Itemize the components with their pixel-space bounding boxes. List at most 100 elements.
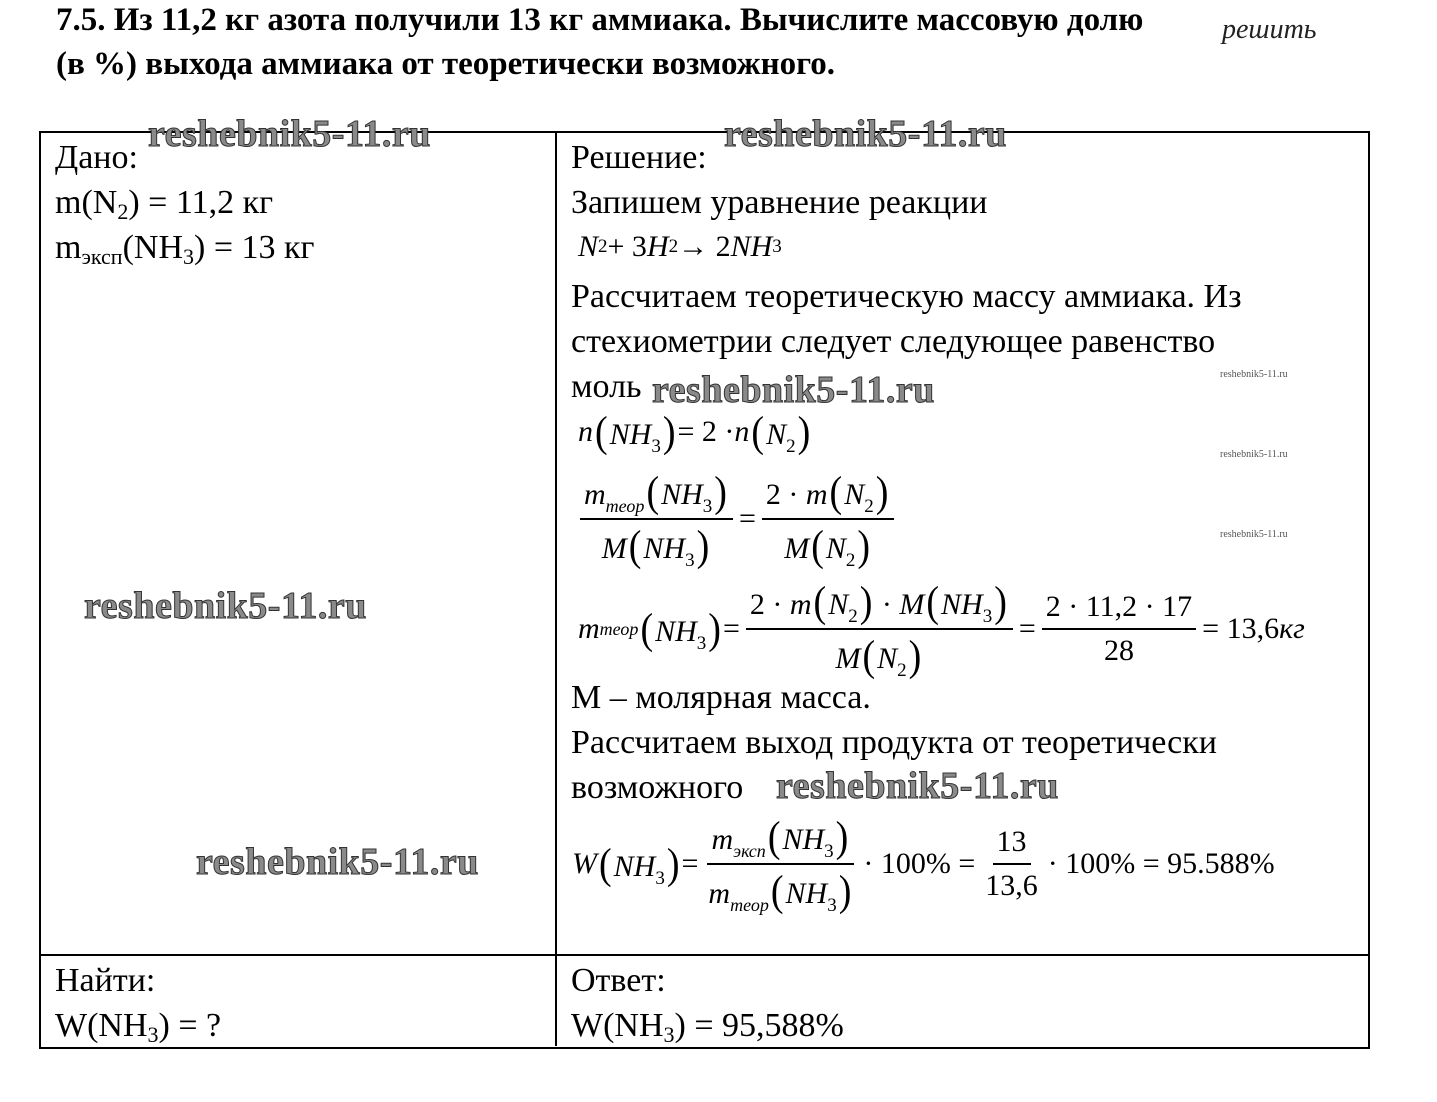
formula-operator: 13 — [996, 825, 1027, 858]
formula-symbol: H — [646, 230, 669, 263]
column-divider — [555, 132, 557, 1046]
solution-text: Запишем уравнение реакции — [571, 184, 988, 221]
formula-symbol: NH — [661, 478, 703, 511]
formula-parenthesized: (NH3) — [593, 408, 678, 456]
open-paren-symbol: ( — [770, 866, 784, 916]
text: ) = 95,588% — [674, 1007, 844, 1044]
close-paren-symbol: ) — [708, 604, 721, 654]
solution-text: моль — [571, 368, 642, 405]
open-paren-symbol: ( — [813, 577, 827, 627]
formula-operator: = 2 · — [677, 415, 735, 448]
formula-fraction: 2 · m(N2) · M(NH3) M(N2) — [745, 577, 1013, 680]
formula-symbol: NH — [785, 877, 828, 910]
watermark: reshebnik5-11.ru — [196, 841, 479, 884]
fraction-denominator: M(N2) — [780, 520, 876, 570]
formula-subscript: 3 — [982, 606, 993, 627]
formula-symbol: m — [711, 823, 734, 856]
formula-subscript: 2 — [897, 660, 907, 681]
watermark-small: reshebnik5-11.ru — [1220, 449, 1288, 460]
text: ) = ? — [158, 1007, 222, 1044]
close-paren-symbol: ) — [838, 866, 852, 916]
fraction-numerator: 2 · m(N2) — [761, 468, 895, 520]
formula-symbol: M — [835, 642, 861, 675]
fraction-denominator: M(NH3) — [598, 520, 716, 570]
formula-symbol: N — [877, 642, 898, 675]
close-paren-symbol: ) — [994, 577, 1007, 627]
text: ) = 13 кг — [194, 229, 315, 266]
watermark: reshebnik5-11.ru — [652, 369, 935, 412]
open-paren-symbol: ( — [829, 467, 843, 517]
formula-subscript: 3 — [824, 841, 834, 862]
yield-equation: W (NH3) = mэксп(NH3) mтеор(NH3) · 100% = 1… — [572, 812, 1275, 915]
watermark-small: reshebnik5-11.ru — [1220, 369, 1288, 380]
open-paren-symbol: ( — [628, 521, 642, 571]
formula-operator: 2 · 11,2 · 17 — [1045, 590, 1193, 623]
formula-fraction: 2 · 11,2 · 17 28 — [1041, 590, 1197, 668]
mass-equation: m теор (NH3) = 2 · m(N2) · M(NH3) M(N2) = 2… — [578, 577, 1305, 681]
watermark: reshebnik5-11.ru — [776, 765, 1059, 808]
open-paren-symbol: ( — [640, 604, 654, 654]
formula-operator: 2 · — [765, 478, 806, 511]
watermark: reshebnik5-11.ru — [724, 113, 1007, 156]
formula-parenthesized: (NH3) — [638, 605, 723, 653]
formula-symbol: N — [766, 418, 787, 451]
formula-parenthesized: (NH3) — [627, 522, 712, 570]
subscript: 2 — [117, 199, 129, 224]
fraction-numerator: mэксп(NH3) — [707, 812, 855, 865]
formula-operator: · 100% = 95.588% — [1047, 847, 1275, 880]
open-paren-symbol: ( — [926, 577, 940, 627]
open-paren-symbol: ( — [767, 812, 781, 862]
solution-heading: Решение: — [571, 139, 707, 176]
watermark: reshebnik5-11.ru — [84, 585, 367, 628]
solution-text: стехиометрии следует следующее равенство — [571, 323, 1216, 360]
fraction-denominator: 28 — [1100, 630, 1138, 668]
formula-symbol: NH — [782, 823, 825, 856]
formula-symbol: кг — [1279, 612, 1305, 645]
formula-symbol: M — [784, 532, 810, 565]
subscript: эксп — [81, 244, 123, 269]
text: ) = 11,2 кг — [128, 184, 274, 221]
answer-value: W(NH3) = 95,588% — [571, 1007, 844, 1046]
formula-operator: · 100% = — [863, 847, 976, 880]
given-heading: Дано: — [55, 139, 138, 176]
open-paren-symbol: ( — [646, 467, 660, 517]
close-paren-symbol: ) — [714, 467, 727, 517]
close-paren-symbol: ) — [859, 577, 873, 627]
formula-subscript: эксп — [733, 841, 766, 861]
formula-symbol: m — [584, 478, 606, 511]
formula-symbol: NH — [609, 418, 652, 451]
formula-symbol: m — [805, 478, 828, 511]
close-paren-symbol: ) — [797, 407, 811, 457]
formula-parenthesized: (NH3) — [769, 867, 854, 915]
fraction-denominator: M(N2) — [831, 630, 927, 680]
formula-subscript: 2 — [848, 606, 858, 627]
formula-parenthesized: (NH3) — [924, 578, 1009, 626]
formula-fraction: 13 13,6 — [981, 825, 1042, 903]
formula-symbol: M — [601, 532, 627, 565]
formula-subscript: 2 — [786, 436, 796, 457]
formula-parenthesized: (N2) — [860, 632, 923, 680]
solution-text: Рассчитаем выход продукта от теоретическ… — [571, 724, 1217, 761]
formula-symbol: W — [572, 847, 597, 880]
ratio-equation: mтеор(NH3) M(NH3) = 2 · m(N2) M(N2) — [574, 468, 900, 570]
formula-symbol: N — [578, 230, 599, 263]
open-paren-symbol: ( — [862, 631, 876, 681]
formula-parenthesized: (NH3) — [644, 468, 729, 516]
fraction-denominator: mтеор(NH3) — [704, 865, 857, 915]
text: W(NH — [571, 1007, 664, 1044]
formula-operator: + 3 — [607, 230, 647, 263]
formula-parenthesized: (N2) — [749, 408, 812, 457]
formula-subscript: теор — [605, 496, 645, 516]
fraction-numerator: 13 — [992, 825, 1031, 865]
solution-text: Рассчитаем теоретическую массу аммиака. … — [571, 278, 1242, 315]
close-paren-symbol: ) — [696, 521, 710, 571]
close-paren-symbol: ) — [908, 631, 922, 681]
subscript: 3 — [147, 1022, 159, 1047]
formula-subscript: 3 — [827, 895, 837, 916]
formula-operator: = — [738, 502, 756, 535]
formula-fraction: mэксп(NH3) mтеор(NH3) — [704, 812, 857, 915]
formula-parenthesized: (N2) — [828, 468, 891, 516]
formula-fraction: mтеор(NH3) M(NH3) — [580, 468, 733, 570]
formula-symbol: NH — [941, 588, 983, 621]
